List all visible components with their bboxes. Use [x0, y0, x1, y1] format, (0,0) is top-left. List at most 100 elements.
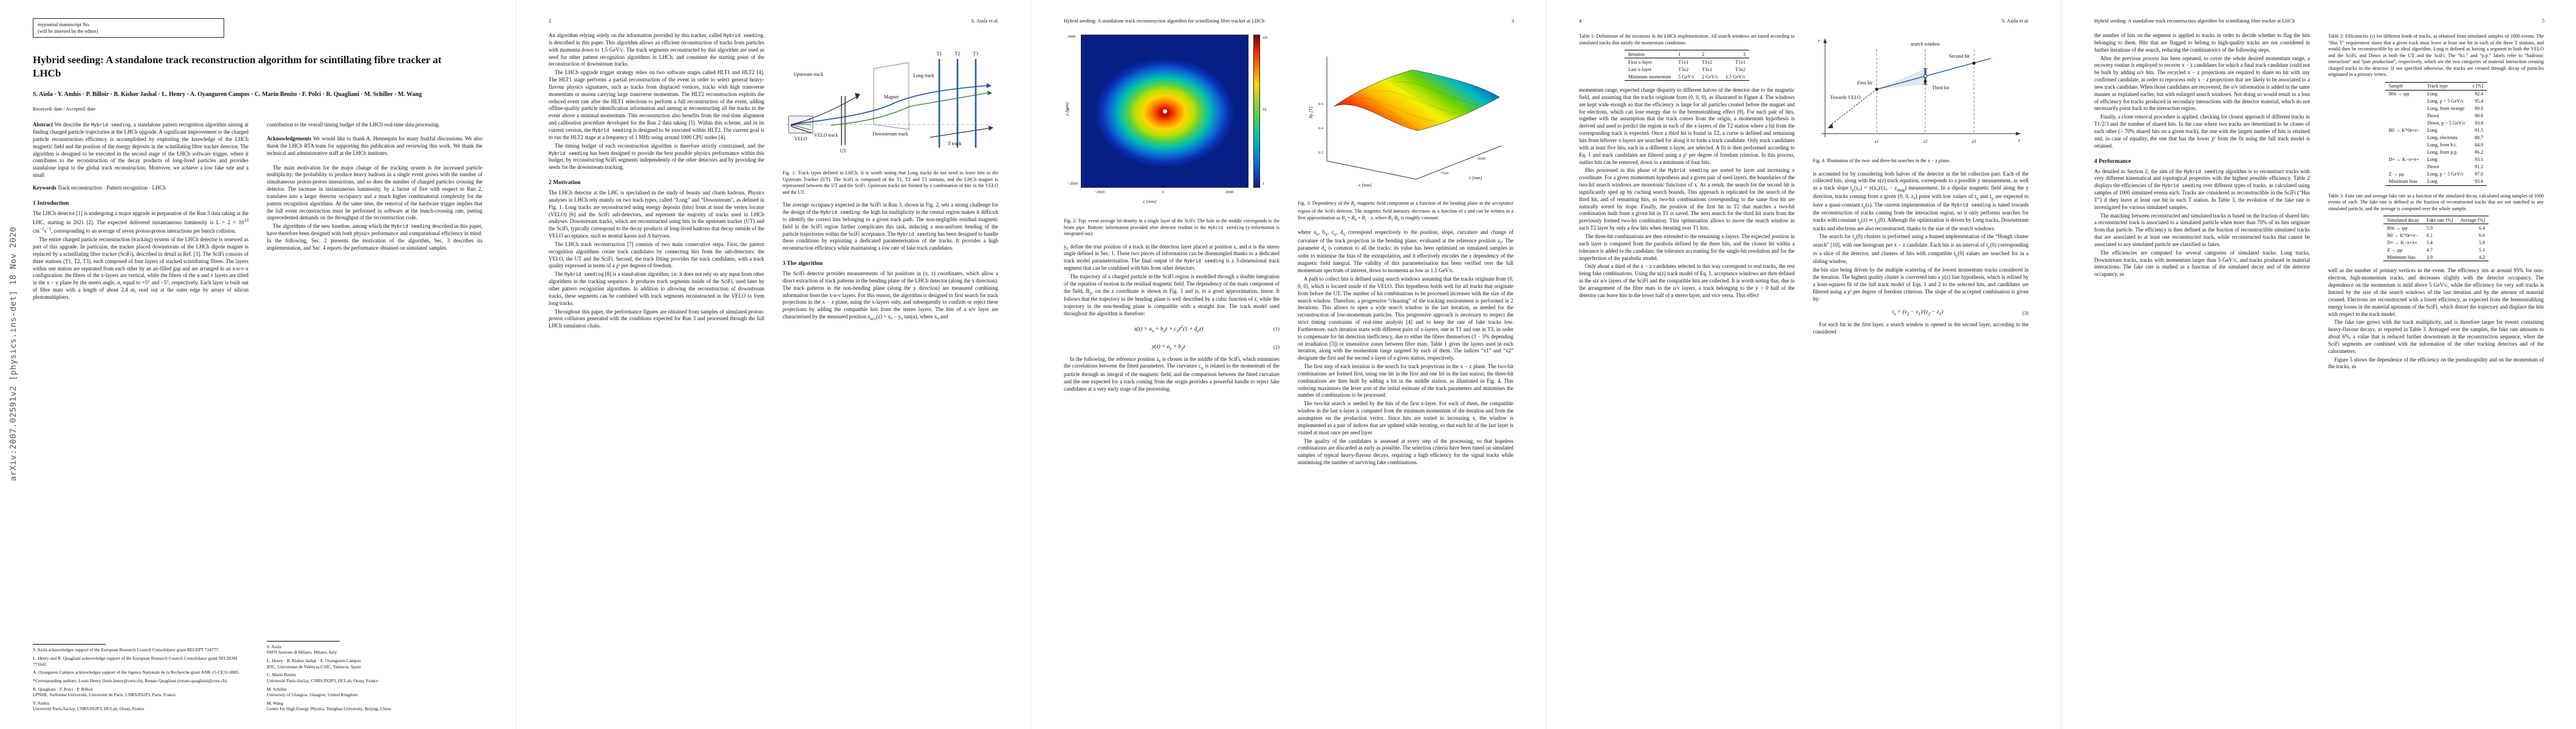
table-row: B0s → φφ 5.9 6.4 — [2383, 224, 2489, 232]
table-cell: D+ → K−π+π+ — [2386, 239, 2417, 245]
paragraph: The three-hit combinations are then exte… — [1579, 233, 1795, 261]
table-row: Last x-layer T3x2 T3x1 T3x2 — [1625, 66, 1749, 73]
figure-2-xlabel: x [mm] — [1143, 199, 1157, 204]
footnote-name: R. Quagliani · F. Polci · P. Billoir — [33, 686, 93, 692]
heatmap-plot — [1081, 35, 1249, 188]
footnote-text: LPNHE, Sorbonne Université, Université d… — [33, 692, 176, 698]
running-head-title: Hybrid seeding: A standalone track recon… — [2094, 18, 2295, 24]
column-left: Table 1: Definitions of the iterations i… — [1579, 32, 1795, 714]
acknowledgements-text: We would like to thank A. Hennequin for … — [267, 135, 482, 156]
footnote-item: L. Henry · B. Kishor Jashal · A. Oyangur… — [267, 658, 482, 669]
y-tick: 2000 — [1067, 35, 1076, 39]
table-cell: Minimum bias — [2386, 254, 2416, 260]
footnote-item: A. Oyanguren Campos acknowledges support… — [33, 669, 248, 676]
page-number: 4 — [1579, 18, 1582, 24]
table-cell — [2385, 98, 2424, 105]
table-row: D+ → K−π+π+ 5.4 5.8 — [2383, 239, 2489, 246]
figure-3-caption: Fig. 3: Dependency of the By magnetic fi… — [1298, 200, 1513, 222]
paragraph: The timing budget of each reconstruction… — [549, 142, 764, 171]
table-2-caption: Table 2: Efficiencies (ε) for different … — [2328, 33, 2544, 78]
table-cell: Fake rate [%] — [2427, 217, 2453, 223]
column-left: the number of hits on the segment is app… — [2094, 32, 2310, 714]
paragraph: An algorithm relying solely on the infor… — [549, 32, 764, 67]
x-axis-label: x — [1817, 38, 1820, 43]
equation-number: (2) — [1273, 344, 1279, 351]
footnote-item: C. Marin Benito Université Paris-Saclay, … — [267, 672, 482, 683]
x-tick: −2000 — [1094, 190, 1105, 194]
footnote-name: L. Henry · B. Kishor Jashal · A. Oyangur… — [267, 658, 361, 663]
paragraph: The algorithms of the new baseline, amon… — [267, 223, 482, 251]
table-header-row: Iteration 1 2 3 — [1624, 50, 1750, 58]
footnote-item: Y. Amhis Université Paris-Saclay, CNRS/IN… — [33, 700, 248, 712]
footnote-item: M. Schiller University of Glasgow, Glasgo… — [267, 686, 482, 698]
paragraph: momentum range, expected charge disparit… — [1579, 87, 1795, 165]
paragraph: The SciFi detector provides measurements… — [783, 270, 998, 321]
footnote-text: Université Paris-Saclay, CNRS/IN2P3, IJC… — [267, 677, 379, 683]
colorbar — [1253, 35, 1260, 188]
table-cell: 95.4 — [2475, 98, 2484, 104]
paragraph: Throughout this paper, the performance f… — [549, 308, 764, 329]
acknowledgements: Acknowledgements We would like to thank … — [267, 135, 482, 157]
table-cell: Last x-layer — [1628, 66, 1652, 72]
footnote-text: IFIC, Universitat de València-CSIC, Vale… — [267, 663, 361, 669]
table-cell: Down — [2427, 164, 2439, 170]
paragraph: Only about a third of the x − z candidat… — [1579, 263, 1795, 298]
table-cell: 84.9 — [2475, 142, 2484, 148]
column-right: contribution to the overall timing budge… — [267, 122, 482, 714]
acknowledgements-label: Acknowledgements — [267, 135, 312, 142]
column-left: Abstract We describe the Hybrid seeding,… — [33, 122, 248, 714]
abstract-text: We describe the Hybrid seeding, a standa… — [33, 122, 248, 179]
paragraph: The LHCb detector at the LHC is speciali… — [549, 190, 764, 239]
section-heading-motivation: 2 Motivation — [549, 179, 581, 187]
table-row: Down 91.2 — [2385, 163, 2487, 171]
manuscript-note-line1: myjournal manuscript No. — [38, 22, 91, 27]
paragraph: The first step of each iteration is the … — [1298, 363, 1513, 399]
table-1: Iteration 1 2 3 First x-layer T1x1 T1x2 T1x1 La… — [1624, 50, 1750, 81]
table-cell: Minimum bias — [2388, 179, 2417, 185]
paragraph: After the previous process has been repe… — [2094, 55, 2310, 112]
table-cell: 5.1 — [2479, 247, 2485, 253]
table-cell: B0s → φφ — [2388, 91, 2410, 97]
table-cell: 2 GeV/c — [1702, 74, 1719, 80]
figure-3-ylabel: By [T] — [1308, 106, 1314, 118]
equation-body: y(z) = ay + byz — [1152, 343, 1185, 351]
track-types-diagram: VELO UT Magnet T1 T2 T3 — [786, 51, 993, 154]
layer-z2-label: z2 — [1923, 139, 1928, 144]
table-cell — [2385, 120, 2424, 127]
table-cell — [2385, 149, 2424, 156]
paragraph: The fake rate grows with the track multi… — [2328, 319, 2544, 354]
table-cell: Long — [2427, 91, 2437, 97]
table-cell: 91.5 — [2475, 128, 2484, 134]
footnote-item: M. Wang Center for High Energy Physics, T… — [267, 700, 482, 712]
table-cell — [2385, 163, 2424, 171]
page-header: Hybrid seeding: A standalone track recon… — [1064, 18, 1514, 24]
by-tick: 0.4 — [1318, 126, 1324, 131]
table-cell: 6.4 — [2479, 225, 2485, 231]
table-row: Z → μμ Long, p > 5 GeV/c 97.0 — [2385, 171, 2487, 178]
table-cell: 2 — [1702, 51, 1705, 57]
paragraph: well as the number of primary vertices i… — [2328, 267, 2544, 317]
upstream-track-label: Upstream track — [793, 72, 823, 77]
field-surface-plot: 0.6 0.4 0.2 7500 9000 x [mm] z [mm] By [… — [1308, 56, 1502, 188]
z-tick: 7500 — [1440, 171, 1449, 176]
table-cell: Average [%] — [2460, 217, 2485, 223]
table-header-row: Simulated decay Fake rate [%] Average [%] — [2383, 216, 2489, 224]
table-row: Minimum bias Long 93.6 — [2385, 178, 2487, 186]
table-row: B0s → φφ Long 92.4 — [2385, 90, 2487, 98]
table-cell: T1x1 — [1678, 59, 1689, 65]
column-right: VELO UT Magnet T1 T2 T3 — [783, 32, 998, 714]
downstream-track-label: Downstream track — [872, 131, 908, 137]
figure-1-track-types: VELO UT Magnet T1 T2 T3 — [783, 33, 998, 164]
page-5: Hybrid seeding: A standalone track recon… — [2061, 0, 2576, 729]
equation-number: (1) — [1273, 325, 1279, 332]
table-cell: Long — [2427, 179, 2437, 185]
layer-z1-label: z1 — [1874, 139, 1879, 144]
figure-4-caption: Fig. 4: Illustration of the two- and thr… — [1813, 158, 1951, 163]
table-cell: 5.9 — [2427, 225, 2433, 231]
paragraph: Hits processed in this phase of the Hybr… — [1579, 167, 1795, 231]
paragraph: y₀ define the true position of a track i… — [1064, 243, 1279, 272]
table-cell: Long, p > 5 GeV/c — [2427, 98, 2464, 104]
velo-label: VELO — [794, 136, 807, 142]
x-tick: 0 — [1162, 190, 1165, 194]
footnote-item: R. Quagliani · F. Polci · P. Billoir LPNH… — [33, 686, 248, 698]
